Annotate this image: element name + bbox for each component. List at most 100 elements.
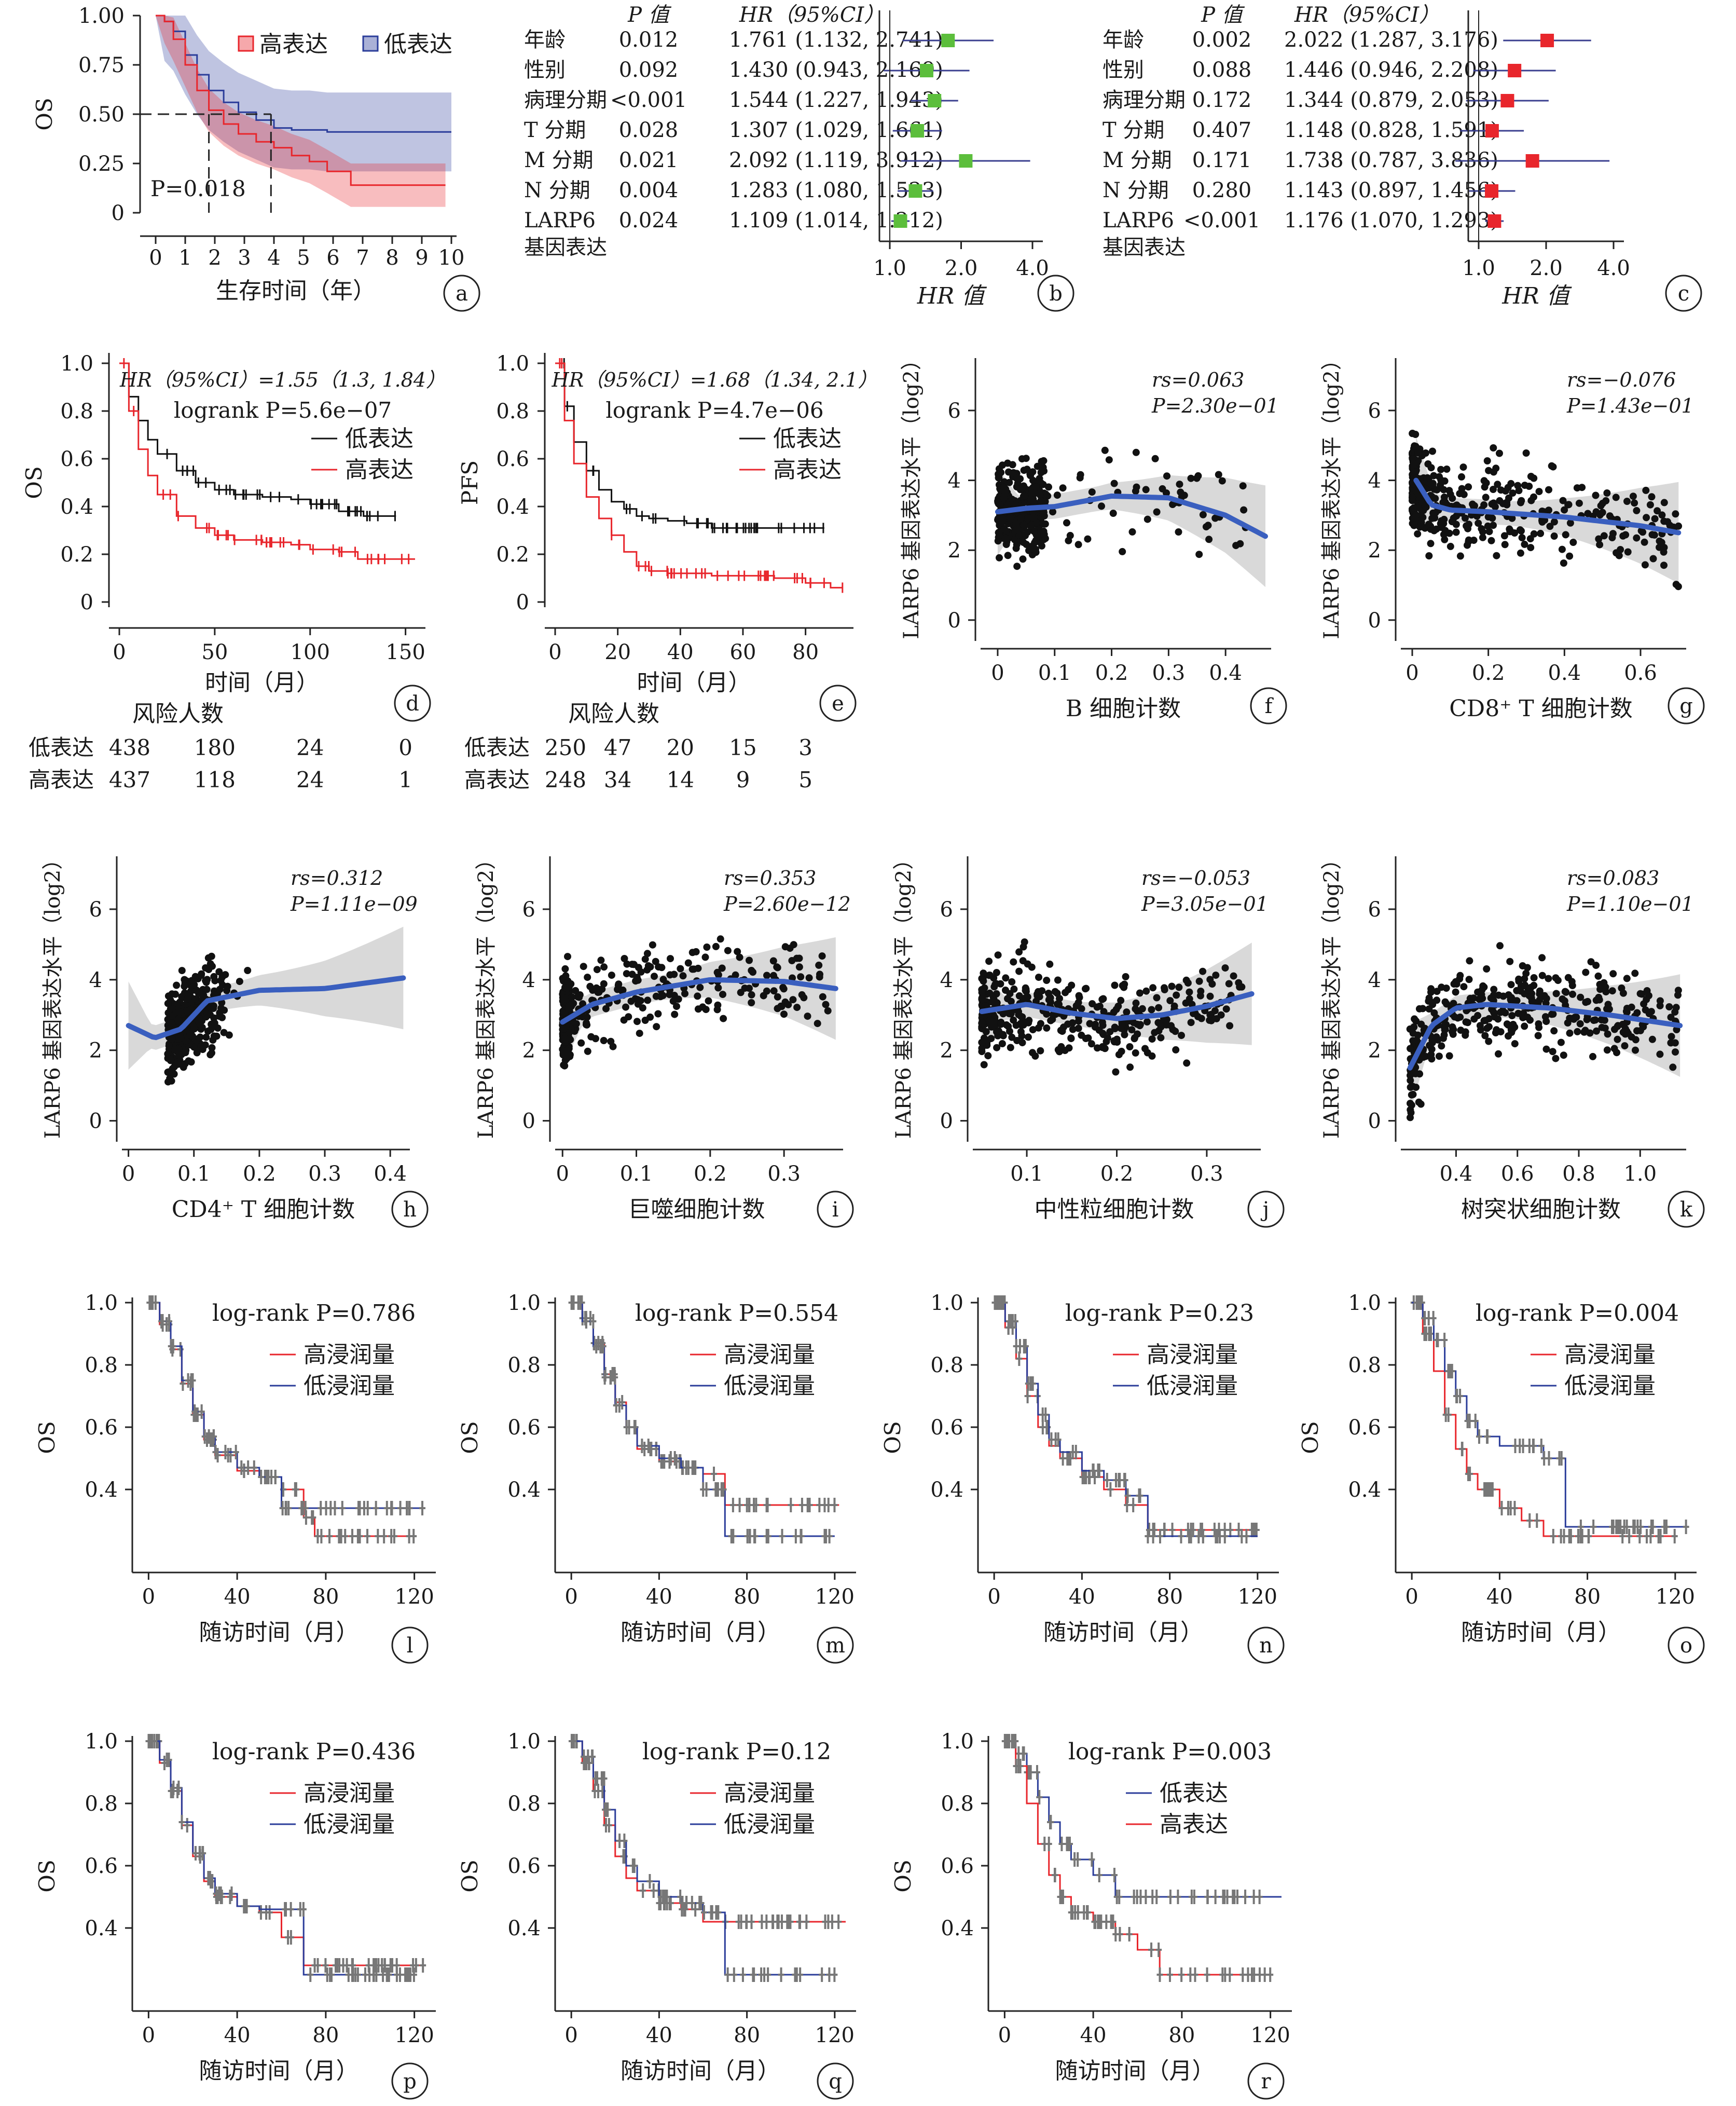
data-point bbox=[1018, 1032, 1026, 1040]
p-value: 0.407 bbox=[1192, 118, 1252, 142]
hr-marker bbox=[919, 64, 933, 77]
data-point bbox=[1422, 503, 1430, 511]
data-point bbox=[1076, 994, 1083, 1001]
data-point bbox=[1654, 507, 1661, 515]
data-point bbox=[1013, 474, 1021, 482]
data-point bbox=[1600, 532, 1608, 540]
data-point bbox=[1485, 528, 1493, 536]
data-point bbox=[1001, 525, 1009, 533]
data-point bbox=[1456, 552, 1464, 560]
y-tick-label: 0.4 bbox=[507, 1478, 541, 1502]
data-point bbox=[173, 981, 181, 989]
y-tick-label: 0 bbox=[1368, 1110, 1381, 1133]
data-point bbox=[1435, 1052, 1443, 1060]
data-point bbox=[1118, 1020, 1126, 1028]
x-tick-label: 80 bbox=[1156, 1585, 1183, 1609]
panel-label-circle bbox=[1668, 1626, 1705, 1664]
legend-label: 高浸润量 bbox=[724, 1342, 815, 1368]
data-point bbox=[1098, 502, 1105, 510]
data-point bbox=[593, 966, 601, 974]
data-point bbox=[1487, 994, 1495, 1002]
y-tick-label: 0.4 bbox=[85, 1917, 118, 1940]
data-point bbox=[1490, 986, 1498, 993]
data-point bbox=[1538, 518, 1546, 526]
data-point bbox=[1027, 496, 1035, 503]
data-point bbox=[572, 1020, 580, 1028]
x-tick-label: 9 bbox=[415, 246, 428, 270]
data-point bbox=[244, 967, 252, 974]
data-point bbox=[607, 1037, 615, 1045]
data-point bbox=[1143, 515, 1151, 523]
data-point bbox=[1078, 1031, 1085, 1039]
correlation-rs: rs=−0.053 bbox=[1141, 867, 1250, 890]
data-point bbox=[196, 1020, 204, 1028]
x-axis-label: 随访时间（月） bbox=[1461, 1619, 1621, 1646]
data-point bbox=[1509, 1021, 1517, 1028]
x-tick-label: 80 bbox=[312, 1585, 339, 1609]
y-axis-label: LARP6 基因表达水平（log2） bbox=[892, 849, 916, 1139]
data-point bbox=[1591, 1016, 1599, 1024]
data-point bbox=[1082, 984, 1090, 992]
x-tick-label: 0.4 bbox=[374, 1162, 407, 1186]
row-label: 性别 bbox=[1103, 58, 1144, 82]
data-point bbox=[1569, 539, 1577, 546]
y-tick-label: 0.4 bbox=[930, 1478, 963, 1502]
logrank-p: log-rank P=0.554 bbox=[635, 1300, 838, 1326]
data-point bbox=[1021, 994, 1029, 1002]
x-tick-label: 120 bbox=[394, 1585, 434, 1609]
data-point bbox=[636, 1030, 643, 1037]
hr-marker bbox=[1485, 124, 1499, 138]
data-point bbox=[1037, 1047, 1044, 1055]
data-point bbox=[1456, 490, 1464, 498]
data-point bbox=[718, 964, 726, 972]
risk-count: 0 bbox=[398, 735, 412, 760]
x-tick-label: 0.4 bbox=[1209, 661, 1242, 685]
data-point bbox=[679, 972, 687, 980]
data-point bbox=[793, 954, 801, 962]
data-point bbox=[1432, 1033, 1440, 1041]
data-point bbox=[219, 981, 226, 989]
risk-count: 5 bbox=[798, 767, 812, 792]
data-point bbox=[980, 969, 987, 977]
data-point bbox=[1624, 548, 1632, 556]
data-point bbox=[694, 1005, 702, 1013]
y-tick-label: 0.4 bbox=[60, 495, 93, 519]
data-point bbox=[1199, 967, 1207, 975]
data-point bbox=[1027, 523, 1035, 530]
km-curve bbox=[571, 1302, 835, 1537]
data-point bbox=[1573, 1014, 1580, 1021]
data-point bbox=[1639, 528, 1647, 536]
data-point bbox=[1036, 993, 1043, 1001]
data-point bbox=[1034, 462, 1041, 470]
data-point bbox=[1560, 1051, 1567, 1059]
y-tick-label: 0.6 bbox=[941, 1854, 974, 1878]
panel-label-circle bbox=[1247, 2062, 1285, 2100]
risk-count: 437 bbox=[109, 767, 150, 792]
x-tick-label: 0 bbox=[998, 2023, 1011, 2047]
data-point bbox=[1437, 466, 1445, 473]
data-point bbox=[1559, 497, 1567, 504]
data-point bbox=[1462, 1031, 1469, 1039]
y-axis-label: LARP6 基因表达水平（log2） bbox=[1320, 349, 1344, 639]
data-point bbox=[1674, 991, 1682, 999]
data-point bbox=[1490, 486, 1497, 493]
data-point bbox=[1039, 481, 1047, 488]
data-point bbox=[1172, 1046, 1180, 1054]
data-point bbox=[1466, 957, 1473, 965]
x-tick-label: 0 bbox=[142, 1585, 155, 1609]
data-point bbox=[586, 982, 594, 990]
hr-marker bbox=[1485, 184, 1499, 198]
legend-label: 高表达 bbox=[259, 31, 328, 58]
y-tick-label: 0.75 bbox=[78, 53, 125, 77]
data-point bbox=[1535, 488, 1543, 496]
data-point bbox=[1007, 1044, 1014, 1051]
data-point bbox=[995, 529, 1003, 537]
data-point bbox=[1142, 987, 1150, 995]
data-point bbox=[1054, 976, 1062, 984]
data-point bbox=[1589, 1052, 1596, 1060]
x-tick-label: 5 bbox=[297, 246, 310, 270]
data-point bbox=[1133, 483, 1140, 491]
y-tick-label: 4 bbox=[1368, 968, 1381, 992]
data-point bbox=[819, 993, 826, 1001]
x-tick-label: 40 bbox=[224, 2023, 251, 2047]
